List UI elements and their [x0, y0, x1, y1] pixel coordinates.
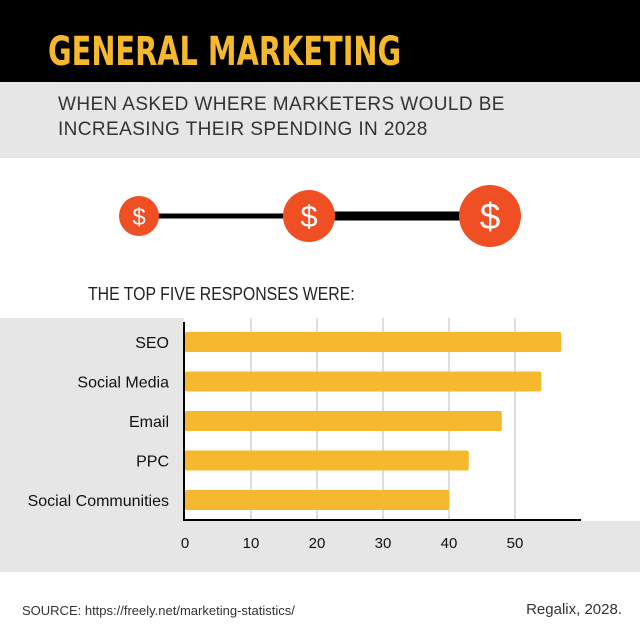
- x-tick-label: 30: [375, 535, 392, 552]
- chart-label: THE TOP FIVE RESPONSES WERE:: [88, 284, 355, 304]
- credit-text: Regalix, 2028.: [526, 601, 622, 618]
- svg-text:$: $: [480, 196, 501, 237]
- dollar-sign-icon: $: [459, 185, 521, 247]
- spending-scale: $ $ $: [119, 185, 521, 247]
- x-tick-label: 10: [243, 535, 260, 552]
- subtitle-line-2: INCREASING THEIR SPENDING IN 2028: [58, 119, 428, 140]
- svg-text:$: $: [132, 204, 145, 231]
- source-text: SOURCE: https://freely.net/marketing-sta…: [22, 603, 295, 618]
- category-label: SEO: [135, 335, 169, 352]
- subtitle: WHEN ASKED WHERE MARKETERS WOULD BE INCR…: [58, 92, 505, 142]
- category-label: Social Communities: [28, 493, 169, 510]
- x-tick-label: 50: [507, 535, 524, 552]
- category-label: Social Media: [77, 375, 169, 392]
- page-title: GENERAL MARKETING: [48, 29, 402, 75]
- subtitle-band: [0, 82, 640, 158]
- x-tick-label: 0: [181, 535, 189, 552]
- subtitle-line-1: WHEN ASKED WHERE MARKETERS WOULD BE: [58, 94, 505, 115]
- x-tick-label: 40: [441, 535, 458, 552]
- dollar-sign-icon: $: [283, 190, 335, 242]
- bar: [185, 450, 469, 471]
- dollar-sign-icon: $: [119, 196, 159, 236]
- category-label: PPC: [136, 454, 169, 471]
- header-bar: GENERAL MARKETING: [0, 0, 640, 82]
- bar: [185, 411, 502, 431]
- category-label: Email: [129, 414, 169, 431]
- bar: [185, 490, 449, 510]
- bar: [185, 332, 562, 352]
- x-tick-label: 20: [309, 535, 326, 552]
- bar: [185, 371, 542, 392]
- svg-text:$: $: [300, 199, 317, 234]
